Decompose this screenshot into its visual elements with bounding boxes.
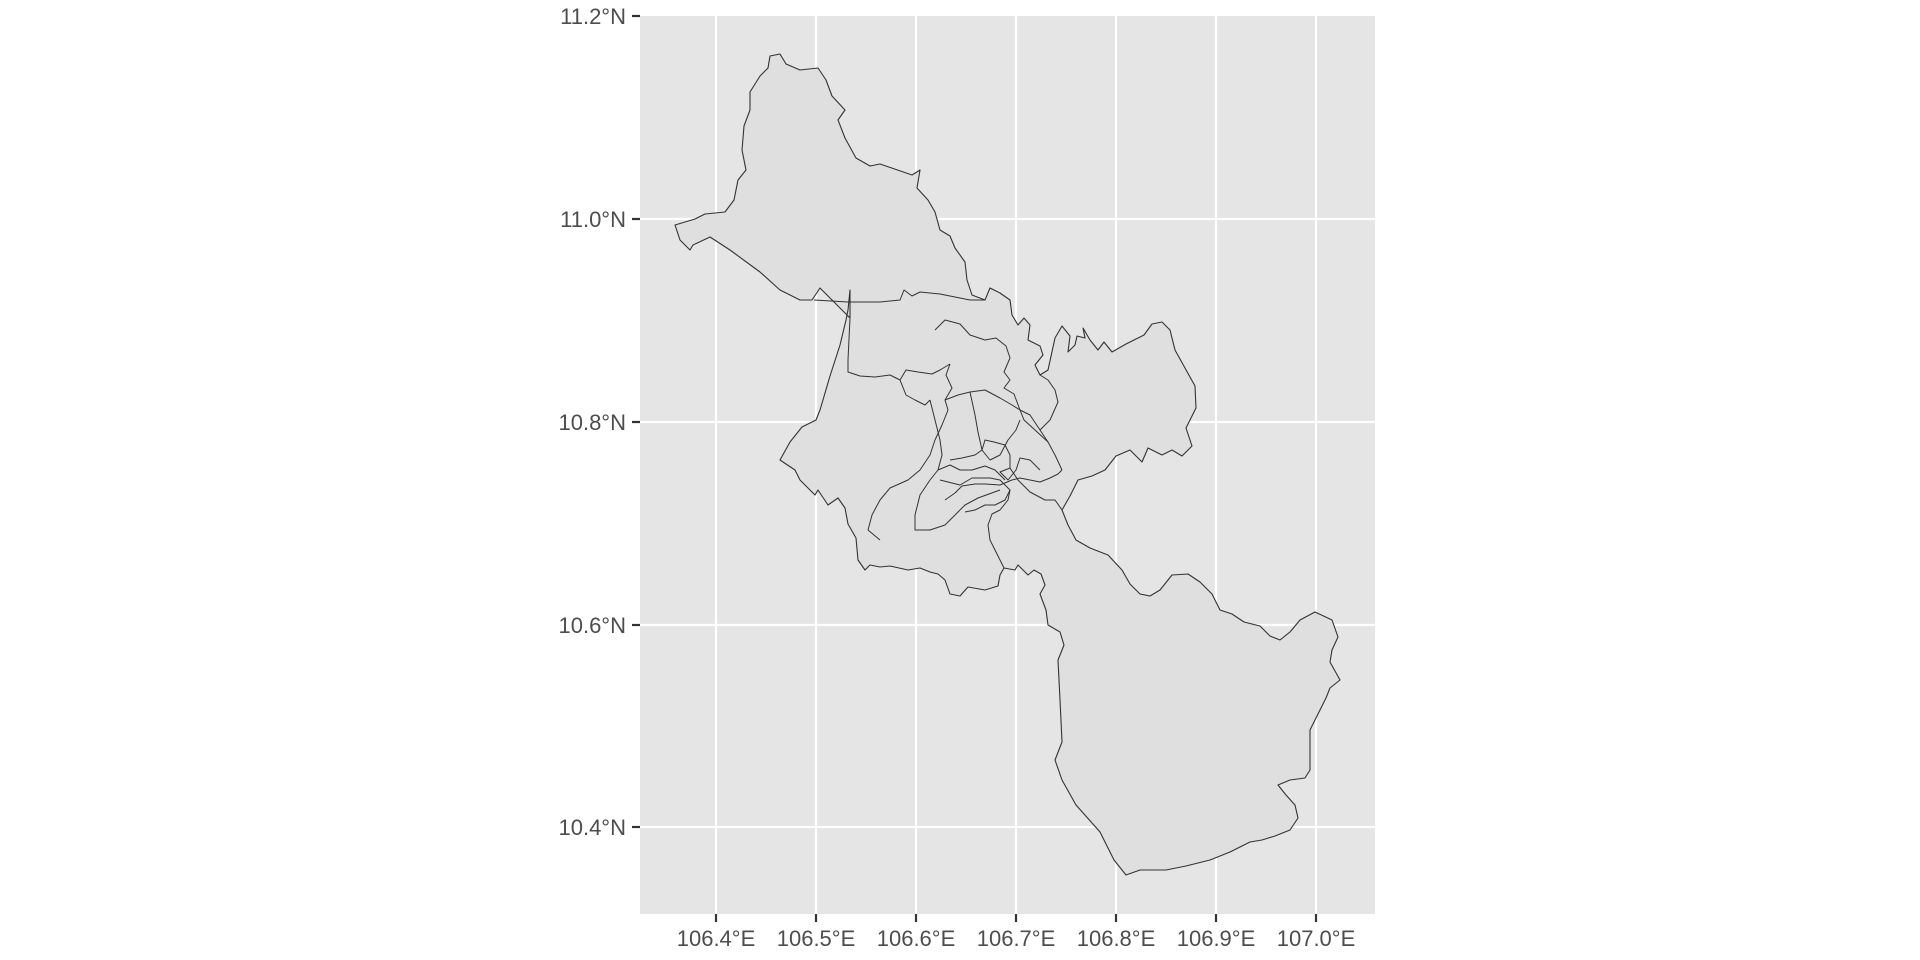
x-tick-label: 106.5°E xyxy=(777,926,856,951)
y-tick-label: 10.4°N xyxy=(558,815,626,840)
district-border-c5 xyxy=(949,439,1041,481)
y-axis: 11.2°N 11.0°N 10.8°N 10.6°N 10.4°N xyxy=(558,4,640,840)
district-border-c3 xyxy=(914,399,956,531)
district-border-c6 xyxy=(937,464,1006,481)
x-tick-label: 106.7°E xyxy=(977,926,1056,951)
district-border-north xyxy=(813,289,985,303)
district-border-c4 xyxy=(969,391,1021,461)
district-border-central-ring xyxy=(934,319,1021,411)
district-border-c9 xyxy=(987,489,1011,569)
x-axis: 106.4°E 106.5°E 106.6°E 106.7°E 106.8°E … xyxy=(677,914,1356,951)
district-border-east xyxy=(1009,467,1063,511)
y-tick-label: 10.8°N xyxy=(558,410,626,435)
x-tick-label: 106.4°E xyxy=(677,926,756,951)
district-border-c1 xyxy=(867,363,953,541)
x-tick-label: 106.8°E xyxy=(1077,926,1156,951)
district-border-west xyxy=(847,317,951,381)
x-tick-label: 106.9°E xyxy=(1177,926,1256,951)
region-outline xyxy=(674,53,1341,876)
y-tick-label: 11.0°N xyxy=(560,207,626,232)
district-boundaries xyxy=(813,289,1063,569)
y-tick-label: 11.2°N xyxy=(560,4,626,29)
x-tick-label: 106.6°E xyxy=(877,926,956,951)
district-border-c10 xyxy=(954,489,1001,516)
district-border-west2 xyxy=(899,379,931,406)
district-border-east2 xyxy=(1039,374,1059,431)
district-border-c2 xyxy=(944,389,1063,471)
district-border-c8 xyxy=(944,469,1063,501)
x-tick-label: 107.0°E xyxy=(1277,926,1356,951)
district-border-southeast xyxy=(1019,409,1049,443)
y-tick-label: 10.6°N xyxy=(558,613,626,638)
